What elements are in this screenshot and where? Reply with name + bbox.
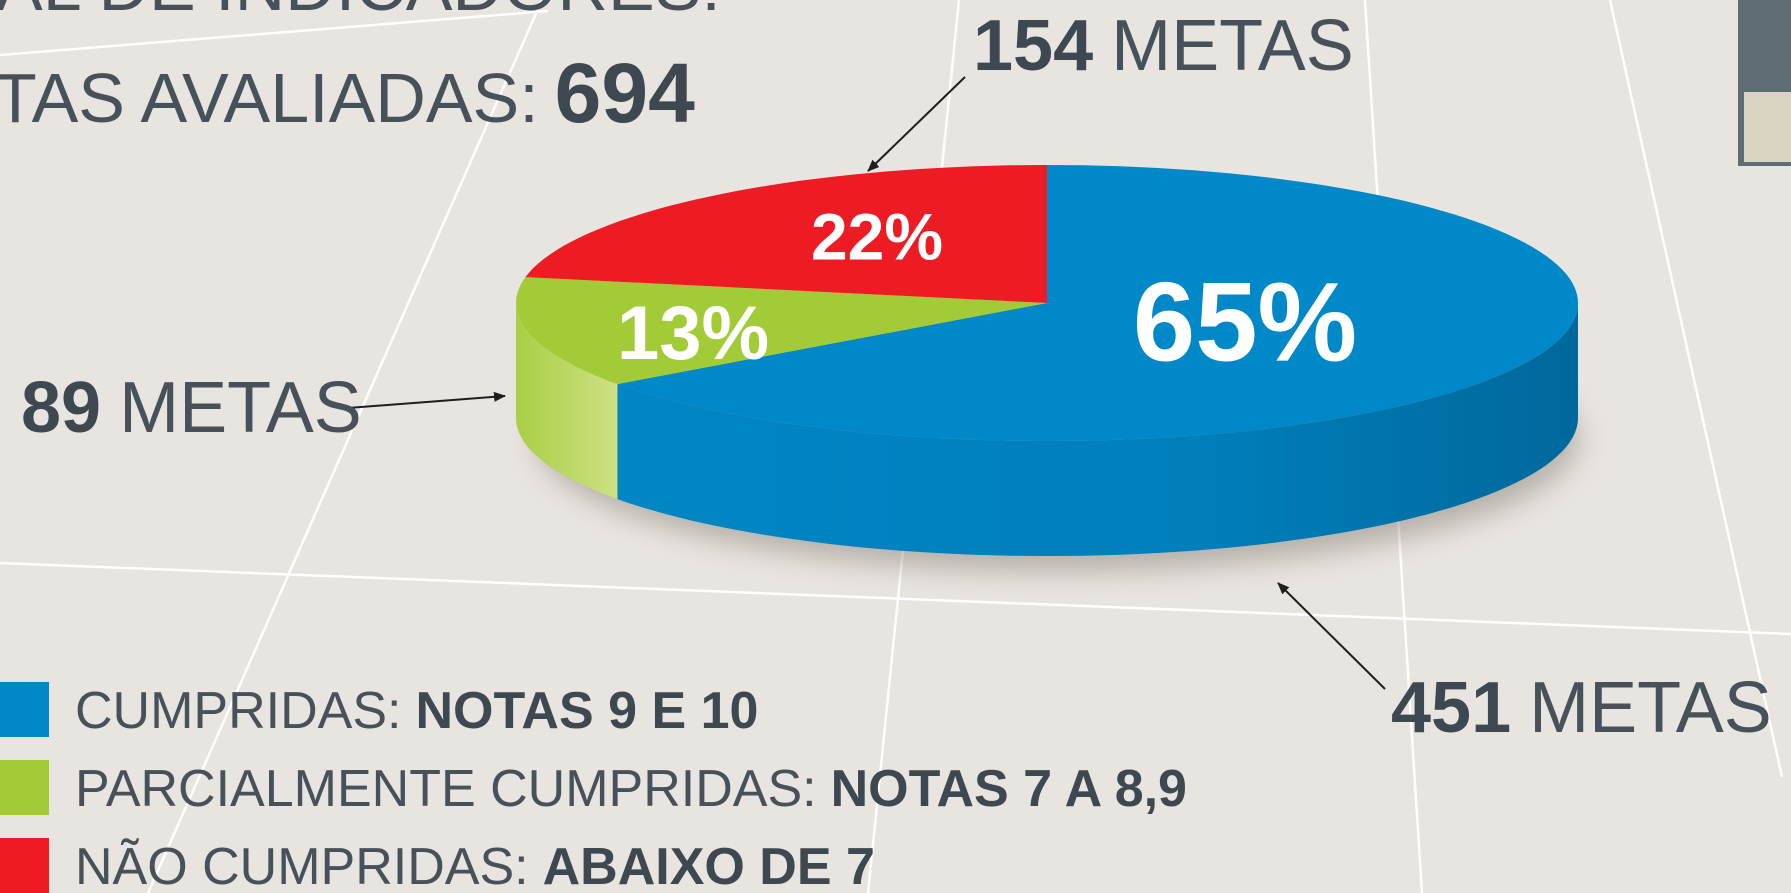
page: {"header": {"line1_label": "AL DE INDICA… (0, 0, 1791, 893)
infographic: AL DE INDICADORES: TAS AVALIADAS:694 65%… (0, 0, 1791, 893)
legend-swatch (0, 838, 49, 893)
legend-entry: NÃO CUMPRIDAS: ABAIXO DE 7 (75, 838, 875, 893)
callout-unit: METAS (119, 368, 362, 448)
callout-count: 451 (1391, 668, 1511, 748)
legend-label: NÃO CUMPRIDAS: (75, 838, 529, 893)
data-label: 22% (811, 199, 943, 273)
legend-swatch (0, 682, 49, 737)
data-label: 65% (1133, 260, 1357, 385)
legend-detail: NOTAS 9 E 10 (415, 682, 758, 740)
legend-label: CUMPRIDAS: (75, 682, 401, 740)
legend-entry: CUMPRIDAS:NOTAS 9 E 10 (75, 682, 758, 740)
callout-count: 89 (21, 368, 101, 448)
header-line1: AL DE INDICADORES: (0, 0, 721, 25)
legend-swatch (0, 760, 49, 815)
header-value: 694 (555, 46, 695, 140)
callout-count: 154 (973, 6, 1093, 86)
pie-chart: 65% 13% 22% (516, 165, 1578, 571)
legend-detail: ABAIXO DE 7 (543, 838, 875, 893)
callout-unit: METAS (1111, 6, 1354, 86)
data-label: 13% (617, 291, 769, 376)
legend-detail: NOTAS 7 A 8,9 (831, 760, 1187, 818)
photo-thumbnail (1744, 92, 1791, 162)
header-label: TAS AVALIADAS: (0, 59, 539, 137)
header-line2: TAS AVALIADAS:694 (0, 46, 695, 140)
callout-unit: METAS (1529, 668, 1772, 748)
legend-entry: PARCIALMENTE CUMPRIDAS:NOTAS 7 A 8,9 (75, 760, 1187, 818)
legend-label: PARCIALMENTE CUMPRIDAS: (75, 760, 817, 818)
